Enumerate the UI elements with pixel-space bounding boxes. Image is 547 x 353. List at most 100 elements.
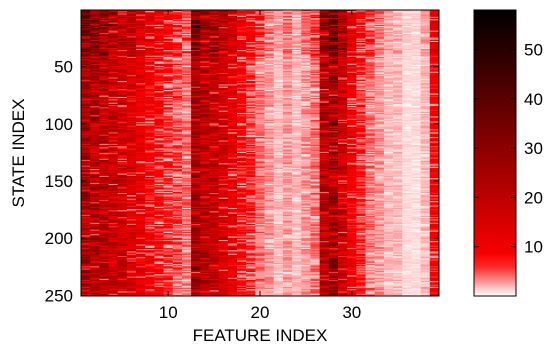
heatmap-cell — [90, 44, 100, 46]
heatmap-cell — [154, 32, 165, 35]
heatmap-cell — [117, 189, 128, 192]
heatmap-cell — [209, 173, 220, 176]
heatmap-cell — [99, 195, 109, 197]
heatmap-cell — [145, 259, 155, 261]
heatmap-cell — [237, 163, 247, 165]
heatmap-cell — [172, 251, 183, 253]
heatmap-cell — [90, 228, 100, 231]
heatmap-cell — [117, 225, 128, 227]
heatmap-cell — [200, 190, 210, 193]
heatmap-cell — [145, 43, 155, 45]
heatmap-cell — [136, 261, 146, 264]
heatmap-cell — [200, 71, 210, 74]
heatmap-cell — [117, 279, 128, 282]
heatmap-cell — [227, 193, 238, 195]
heatmap-cell — [90, 190, 100, 193]
heatmap-cell — [218, 242, 229, 244]
heatmap-cell — [81, 128, 91, 131]
heatmap-cell — [172, 119, 183, 122]
heatmap-cell — [163, 175, 174, 178]
heatmap-cell — [117, 293, 128, 296]
heatmap-cell — [181, 124, 192, 126]
heatmap-cell — [200, 143, 210, 146]
heatmap-cell — [136, 204, 146, 207]
heatmap-cell — [172, 263, 183, 266]
heatmap-cell — [246, 263, 256, 266]
heatmap-cell — [154, 271, 165, 274]
heatmap-cell — [81, 58, 91, 60]
heatmap-cell — [99, 46, 109, 49]
heatmap-cell — [237, 243, 247, 245]
heatmap-cell — [209, 189, 220, 192]
heatmap-cell — [209, 207, 220, 210]
heatmap-cell — [200, 173, 210, 176]
heatmap-cell — [90, 174, 100, 177]
heatmap-cell — [81, 118, 91, 121]
heatmap-cell — [172, 170, 183, 172]
heatmap-cell — [163, 206, 174, 209]
heatmap-cell — [136, 31, 146, 34]
heatmap-cell — [126, 196, 137, 199]
heatmap-cell — [172, 202, 183, 204]
heatmap-cell — [90, 212, 100, 215]
heatmap-cell — [81, 90, 91, 92]
heatmap-cell — [90, 239, 100, 242]
heatmap-cell — [163, 183, 174, 186]
heatmap-cell — [200, 124, 210, 126]
heatmap-cell — [237, 24, 247, 27]
heatmap-cell — [218, 155, 229, 157]
heatmap-cell — [218, 285, 229, 288]
heatmap-cell — [191, 252, 201, 255]
heatmap-cell — [255, 14, 265, 17]
heatmap-cell — [255, 251, 265, 253]
heatmap-cell — [237, 175, 247, 178]
heatmap-cell — [136, 233, 146, 235]
heatmap-cell — [191, 205, 201, 208]
heatmap-cell — [99, 179, 109, 181]
heatmap-cell — [255, 170, 265, 172]
heatmap-cell — [117, 169, 128, 171]
heatmap-cell — [191, 164, 201, 166]
heatmap-cell — [227, 54, 238, 57]
heatmap-cell — [154, 141, 165, 144]
heatmap-cell — [237, 80, 247, 83]
heatmap-cell — [218, 24, 229, 27]
heatmap-cell — [209, 263, 220, 266]
heatmap-cell — [172, 268, 183, 271]
heatmap-cell — [255, 262, 265, 265]
heatmap-cell — [117, 141, 128, 144]
heatmap-cell — [200, 86, 210, 89]
heatmap-cell — [218, 139, 229, 141]
heatmap-cell — [218, 243, 229, 245]
heatmap-cell — [136, 143, 146, 146]
heatmap-cell — [108, 127, 119, 130]
heatmap-cell — [81, 72, 91, 75]
heatmap-cell — [237, 15, 247, 18]
heatmap-cell — [172, 167, 183, 170]
heatmap-cell — [237, 291, 247, 293]
heatmap-cell — [136, 276, 146, 279]
heatmap-cell — [117, 110, 128, 113]
heatmap-cell — [81, 154, 91, 156]
heatmap-cell — [163, 214, 174, 217]
heatmap-cell — [200, 125, 210, 128]
heatmap-cell — [99, 293, 109, 296]
heatmap-cell — [117, 42, 128, 44]
heatmap-cell — [209, 221, 220, 224]
heatmap-cell — [181, 32, 192, 35]
heatmap-cell — [81, 134, 91, 137]
heatmap-cell — [181, 236, 192, 239]
heatmap-cell — [99, 13, 109, 15]
heatmap-cell — [136, 177, 146, 179]
heatmap-cell — [181, 52, 192, 54]
heatmap-cell — [181, 143, 192, 146]
heatmap-cell — [209, 209, 220, 211]
heatmap-cell — [99, 189, 109, 192]
heatmap-cell — [99, 120, 109, 123]
heatmap-cell — [108, 230, 119, 233]
heatmap-cell — [163, 115, 174, 117]
heatmap-cell — [136, 90, 146, 92]
heatmap-cell — [136, 10, 146, 12]
heatmap-cell — [200, 92, 210, 94]
heatmap-cell — [200, 156, 210, 158]
